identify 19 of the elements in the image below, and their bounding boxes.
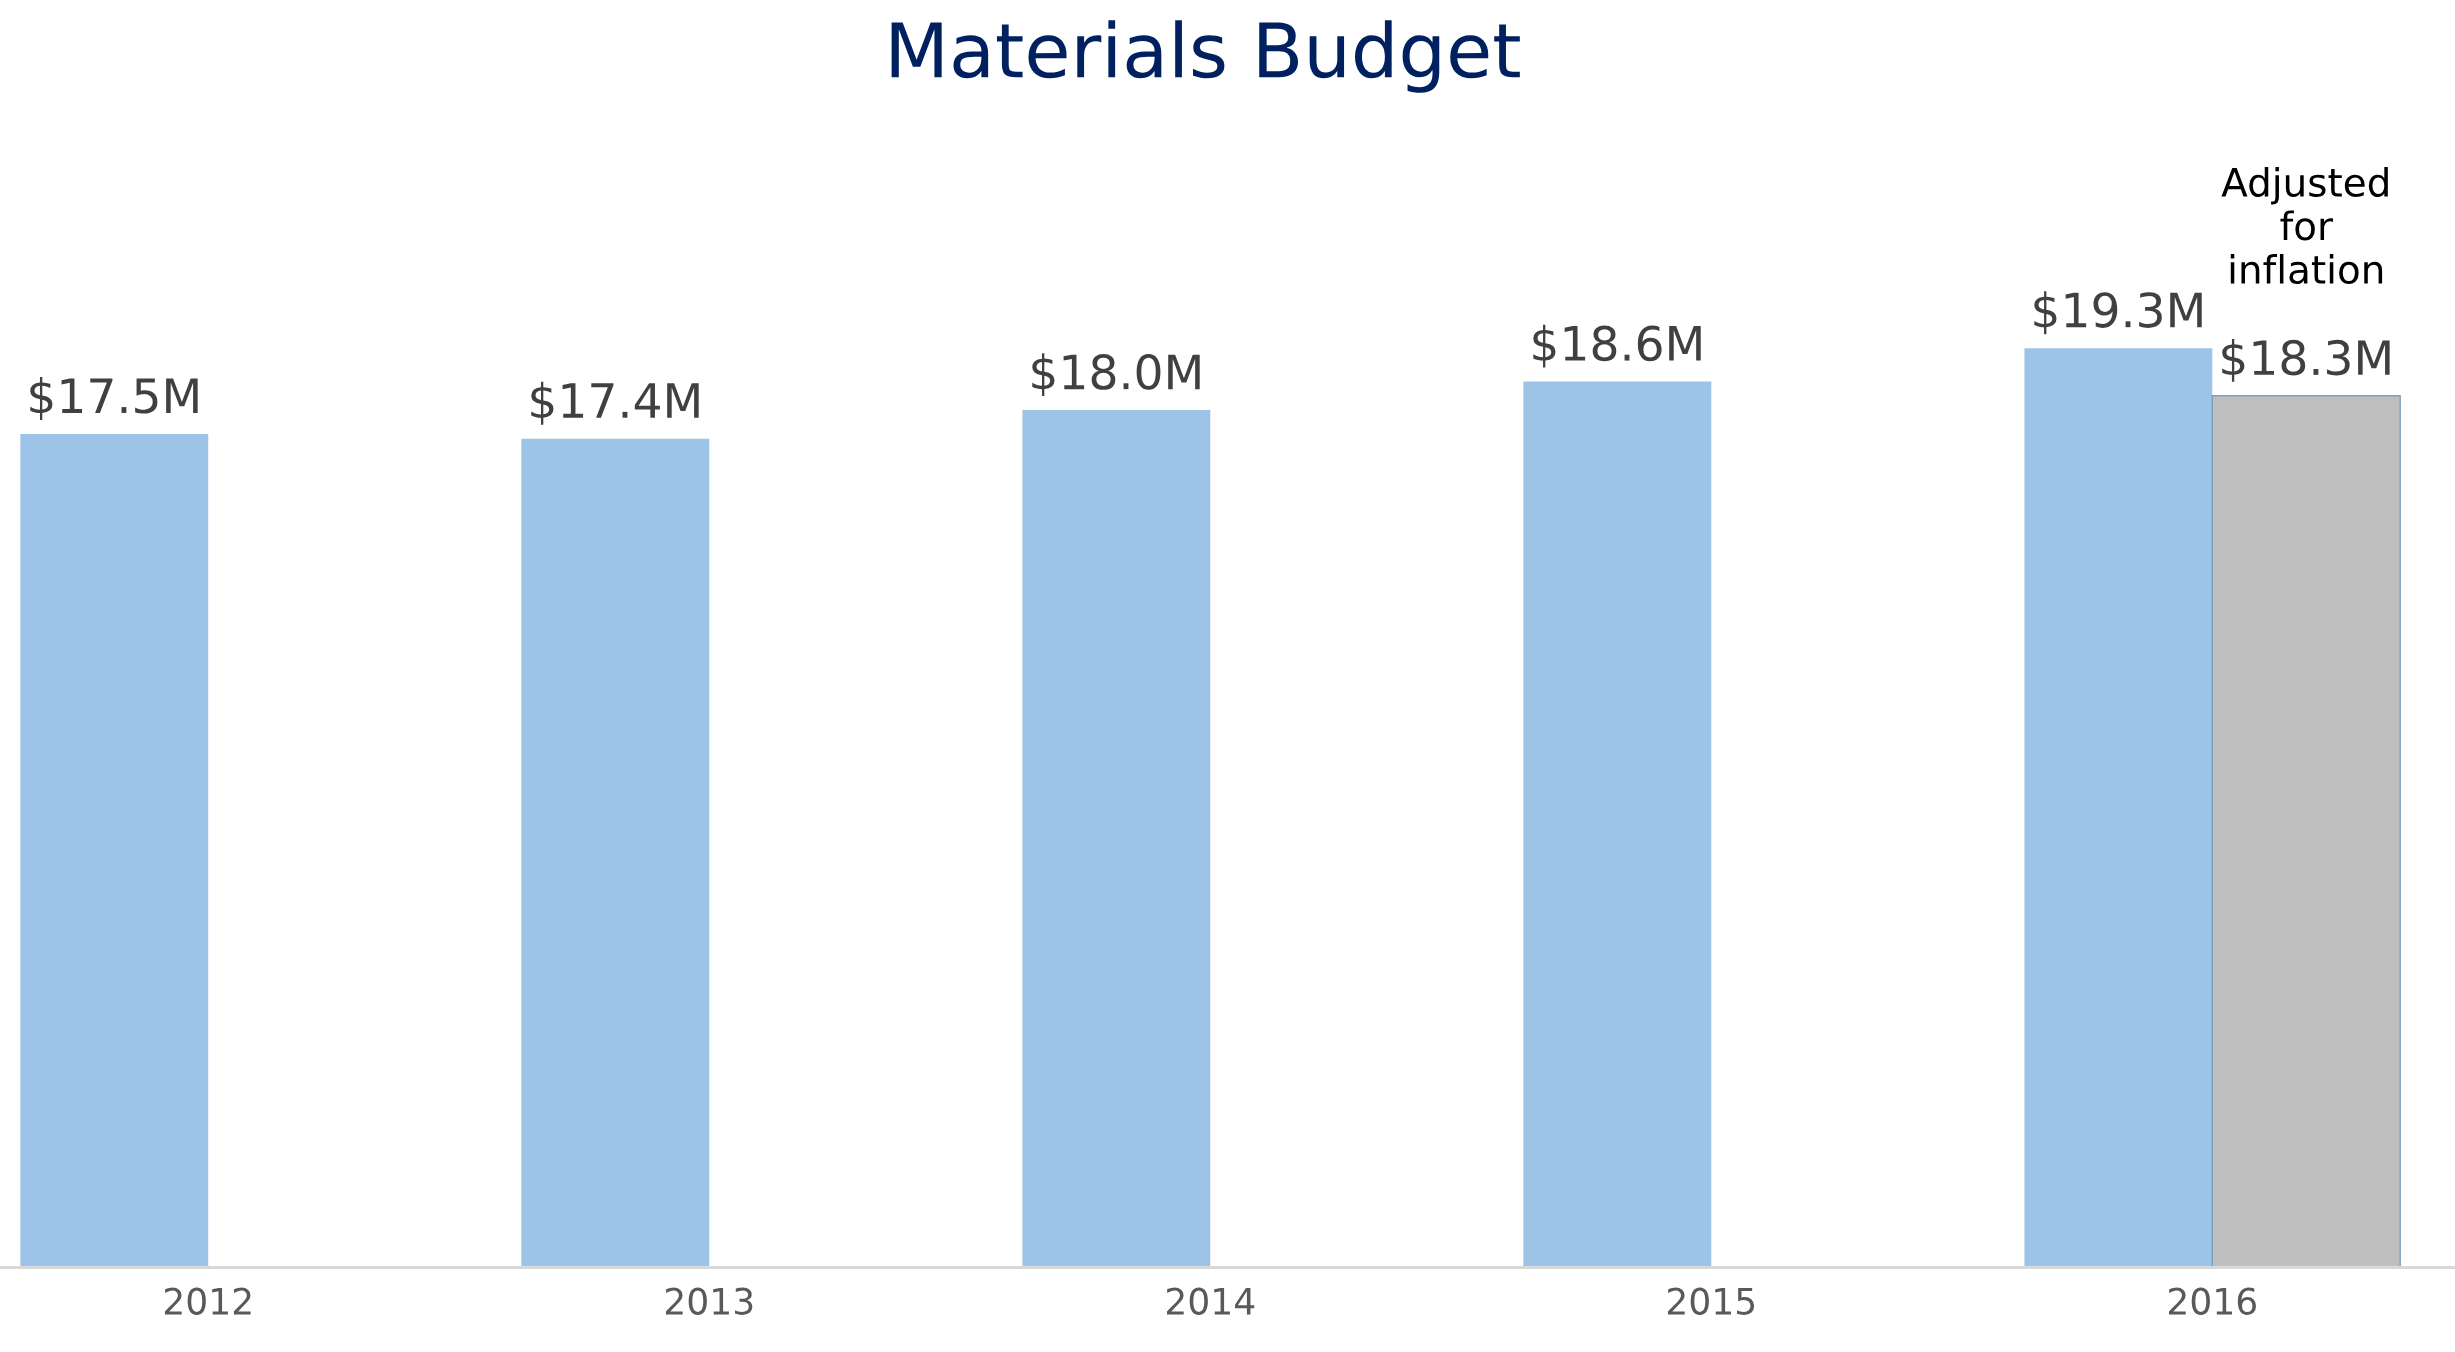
bar [1022,410,1211,1268]
x-tick-label: 2016 [2169,1287,2256,1315]
x-tick-label: 2013 [665,1287,753,1315]
data-label: $17.5M [30,377,198,420]
data-label: $18.3M [2222,338,2390,382]
data-label: $18.6M [1533,324,1701,368]
data-label: $17.4M [531,381,699,425]
data-label: $18.0M [1032,353,1200,397]
bar [1523,381,1712,1268]
bar [2211,395,2401,1268]
bar [20,433,209,1268]
data-label: $19.3M [2034,291,2202,335]
bar [2024,348,2213,1268]
x-tick-label: 2015 [1667,1287,1755,1315]
text: Adjusted for inflation [2221,166,2388,285]
bar [521,438,710,1268]
x-tick-label: 2014 [1166,1287,1255,1315]
chart-title: Materials Budget [891,20,1520,93]
x-tick-label: 2012 [164,1287,251,1315]
